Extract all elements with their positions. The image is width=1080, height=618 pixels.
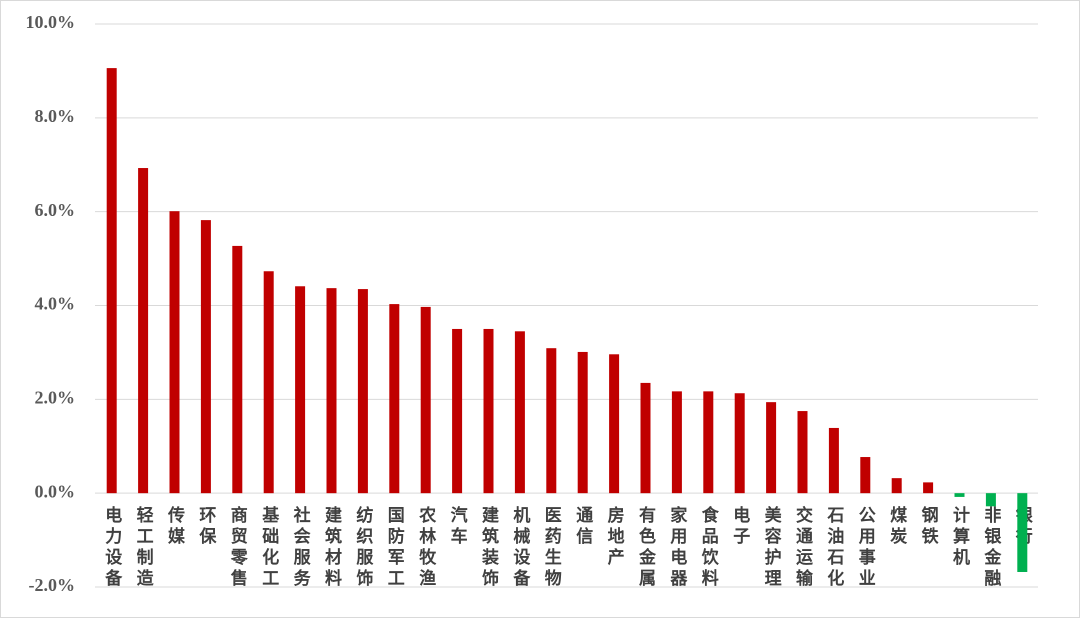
bar — [985, 493, 996, 507]
bar — [452, 328, 463, 494]
x-tick-label: 电子 — [730, 505, 750, 548]
x-tick-label: 建筑装饰 — [479, 505, 500, 590]
x-tick-label: 农林牧渔 — [416, 505, 437, 590]
x-tick-label: 传媒 — [165, 505, 186, 548]
bar — [232, 245, 243, 494]
x-tick-label: 社会服务 — [291, 505, 312, 590]
bar — [577, 351, 588, 494]
x-tick-label: 纺织服饰 — [353, 505, 373, 590]
bar — [923, 482, 934, 494]
bar — [295, 286, 306, 494]
bar — [766, 402, 777, 494]
y-tick-label: 10.0% — [26, 12, 76, 32]
x-tick-label: 汽车 — [448, 505, 468, 548]
bar — [169, 211, 180, 494]
x-tick-label: 医药生物 — [542, 506, 562, 590]
x-tick-label: 非银金融 — [981, 505, 1002, 590]
bar — [671, 391, 682, 494]
bar — [640, 382, 651, 494]
bar — [609, 354, 620, 494]
bar — [389, 304, 400, 494]
bar — [138, 168, 149, 494]
x-tick-label: 钢铁 — [919, 505, 939, 548]
y-tick-label: 4.0% — [35, 294, 76, 314]
bar — [703, 391, 714, 494]
x-tick-label: 建筑材料 — [322, 505, 342, 590]
x-tick-label: 房地产 — [605, 505, 625, 569]
y-tick-label: -2.0% — [29, 575, 76, 595]
y-tick-label: 0.0% — [35, 481, 76, 501]
bar — [483, 328, 494, 494]
x-tick-label: 通信 — [573, 506, 593, 548]
x-tick-label: 交通运输 — [793, 505, 813, 590]
bar — [326, 288, 337, 494]
bar — [828, 427, 839, 494]
bar — [546, 348, 557, 494]
bar — [420, 306, 431, 494]
x-tick-label: 美容护理 — [762, 505, 782, 590]
bar — [860, 457, 871, 494]
bar — [106, 68, 117, 494]
x-tick-label: 煤炭 — [887, 505, 907, 548]
x-tick-label: 环保 — [196, 506, 217, 548]
bar — [514, 331, 525, 494]
bar — [263, 271, 274, 494]
bar — [200, 220, 211, 494]
x-tick-label: 国防军工 — [385, 506, 405, 590]
bar — [734, 393, 745, 494]
x-tick-label: 食品饮料 — [699, 505, 720, 590]
y-tick-label: 2.0% — [35, 387, 76, 407]
x-tick-label: 公用事业 — [856, 506, 876, 590]
x-tick-label: 电力设备 — [102, 505, 123, 590]
bar — [357, 289, 368, 494]
bar — [797, 411, 808, 494]
x-tick-label: 基础化工 — [259, 505, 280, 590]
x-tick-label: 轻工制造 — [134, 505, 154, 590]
y-tick-label: 8.0% — [35, 106, 76, 126]
bar — [1017, 493, 1028, 572]
x-tick-label: 石油石化 — [824, 506, 845, 590]
x-tick-label: 商贸零售 — [228, 505, 249, 590]
x-tick-label: 计算机 — [950, 505, 971, 569]
x-tick-label: 有色金属 — [636, 505, 657, 590]
x-tick-label: 机械设备 — [510, 505, 531, 590]
bar — [891, 478, 902, 494]
y-tick-label: 6.0% — [35, 200, 76, 220]
bar — [954, 493, 965, 497]
x-tick-label: 家用电器 — [667, 505, 688, 590]
